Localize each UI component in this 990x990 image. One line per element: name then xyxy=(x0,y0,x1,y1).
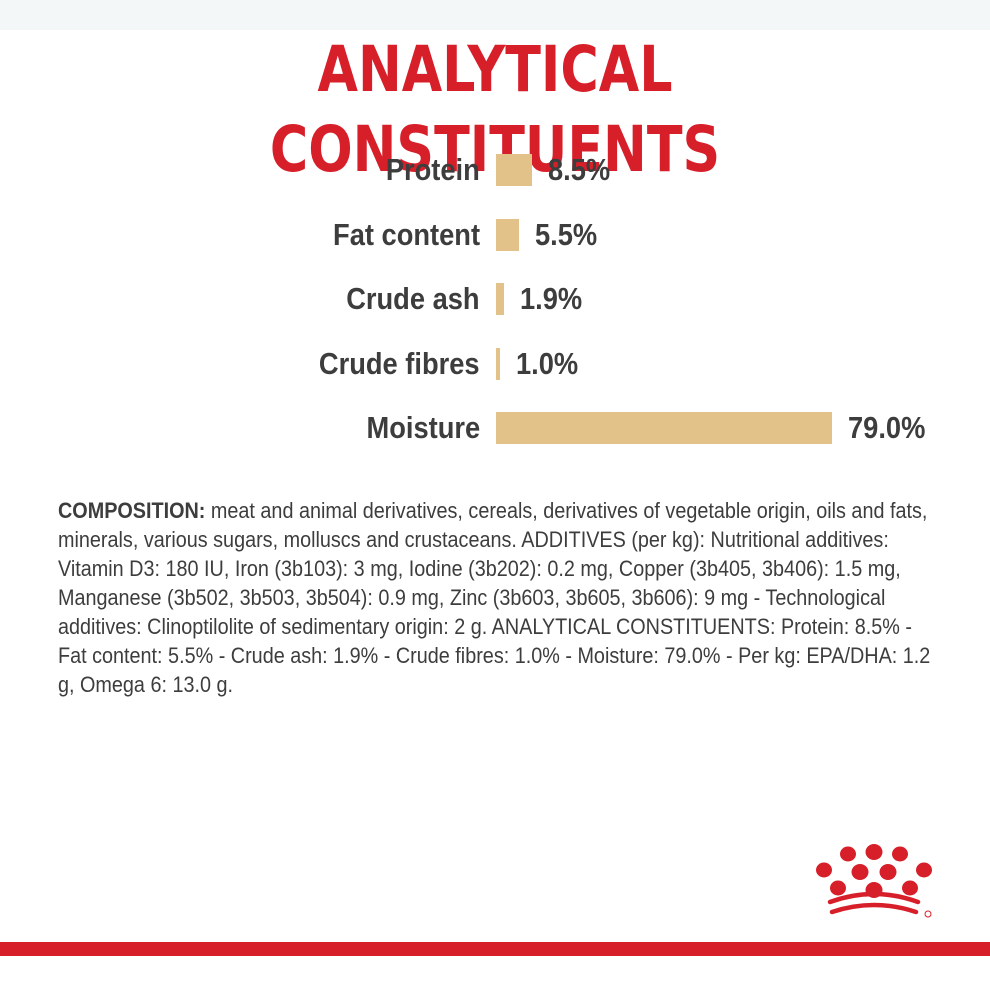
bottom-red-rule xyxy=(0,942,990,956)
value-label: 5.5% xyxy=(535,216,598,252)
category-label: Moisture xyxy=(366,410,480,445)
crown-logo-icon xyxy=(816,844,932,918)
composition-heading: COMPOSITION: xyxy=(58,498,206,523)
constituents-bar-chart: Protein 8.5% Fat content 5.5% Crude ash 1.9% C… xyxy=(0,140,990,460)
top-strip xyxy=(0,0,990,30)
chart-row: Fat content 5.5% xyxy=(0,211,990,259)
category-label: Protein xyxy=(386,152,480,187)
bar xyxy=(496,412,832,444)
composition-body: meat and animal derivatives, cereals, de… xyxy=(58,498,931,697)
category-label: Crude fibres xyxy=(319,345,480,381)
composition-text: COMPOSITION: meat and animal derivatives… xyxy=(58,496,940,699)
bar xyxy=(496,283,505,315)
value-label: 79.0% xyxy=(848,410,926,445)
category-label: Crude ash xyxy=(346,281,480,316)
bar xyxy=(496,154,533,186)
chart-row: Crude fibres 1.0% xyxy=(0,340,990,388)
category-label: Fat content xyxy=(332,216,480,252)
chart-row: Crude ash 1.9% xyxy=(0,275,990,323)
chart-row: Moisture 79.0% xyxy=(0,404,990,452)
value-label: 8.5% xyxy=(548,152,611,187)
value-label: 1.9% xyxy=(520,281,583,316)
bar xyxy=(496,218,520,251)
chart-row: Protein 8.5% xyxy=(0,146,990,194)
page-title: ANALYTICAL CONSTITUENTS xyxy=(269,33,721,186)
bar xyxy=(496,347,501,380)
value-label: 1.0% xyxy=(516,345,579,381)
